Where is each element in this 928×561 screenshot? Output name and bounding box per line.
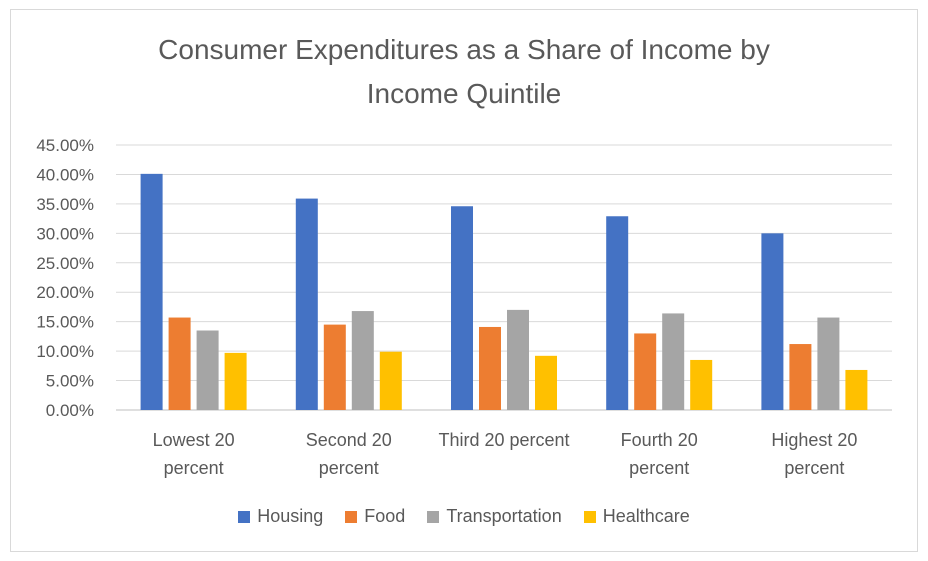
bar-healthcare <box>379 351 402 410</box>
y-tick-label: 45.00% <box>36 136 94 155</box>
legend-swatch <box>427 510 440 523</box>
bar-healthcare <box>535 355 557 410</box>
legend-swatch <box>345 510 358 523</box>
legend: Housing Food Transportation Healthcare <box>0 506 928 527</box>
bar-food <box>789 344 812 410</box>
y-tick-label: 30.00% <box>36 224 94 243</box>
bar-transportation <box>817 317 840 410</box>
x-tick-label: Second 20 percent <box>306 430 392 478</box>
legend-label: Healthcare <box>602 506 690 526</box>
y-tick-label: 40.00% <box>36 165 94 184</box>
bar-housing <box>140 173 163 410</box>
x-axis-tick-labels: Lowest 20 percent Second 20 percent Third 20… <box>153 430 858 478</box>
y-tick-label: 15.00% <box>36 313 94 332</box>
legend-item-healthcare: Healthcare <box>583 506 690 527</box>
y-tick-label: 0.00% <box>46 401 94 420</box>
bar-food <box>479 326 501 410</box>
bar-housing <box>295 198 318 410</box>
x-tick-label: Fourth 20 percent <box>621 430 698 478</box>
bar-transportation <box>507 309 529 410</box>
legend-item-transportation: Transportation <box>427 506 562 527</box>
y-tick-label: 10.00% <box>36 342 94 361</box>
bar-housing <box>606 216 629 410</box>
y-axis-tick-labels: 0.00% 5.00% 10.00% 15.00% 20.00% 25.00% 30.00%… <box>36 136 94 420</box>
bar-food <box>168 317 191 410</box>
x-tick-label: Highest 20 percent <box>771 430 857 478</box>
bar-food <box>323 324 346 410</box>
y-tick-label: 5.00% <box>46 372 94 391</box>
bar-food <box>634 333 657 410</box>
chart-title-line-2: Income Quintile <box>366 78 562 109</box>
y-tick-label: 20.00% <box>36 283 94 302</box>
chart-title-line-1: Consumer Expenditures as a Share of Inco… <box>158 34 770 65</box>
x-tick-label: Lowest 20 percent <box>153 430 235 478</box>
legend-item-food: Food <box>345 506 405 527</box>
legend-label: Food <box>364 506 406 526</box>
bar-healthcare <box>224 352 247 410</box>
legend-swatch <box>583 510 596 523</box>
legend-item-housing: Housing <box>238 506 323 527</box>
bar-healthcare <box>690 359 713 410</box>
chart-title: Consumer Expenditures as a Share of Inco… <box>0 28 928 116</box>
bar-transportation <box>662 313 685 410</box>
legend-label: Housing <box>257 506 324 526</box>
bar-transportation <box>196 330 219 410</box>
bar-healthcare <box>845 369 868 410</box>
bar-housing <box>451 206 473 410</box>
y-tick-label: 25.00% <box>36 254 94 273</box>
bars <box>140 173 868 410</box>
y-tick-label: 35.00% <box>36 195 94 214</box>
bar-transportation <box>351 311 374 410</box>
legend-label: Transportation <box>446 506 562 526</box>
bar-housing <box>761 233 784 410</box>
x-tick-label: Third 20 percent <box>438 430 569 450</box>
legend-swatch <box>238 510 251 523</box>
